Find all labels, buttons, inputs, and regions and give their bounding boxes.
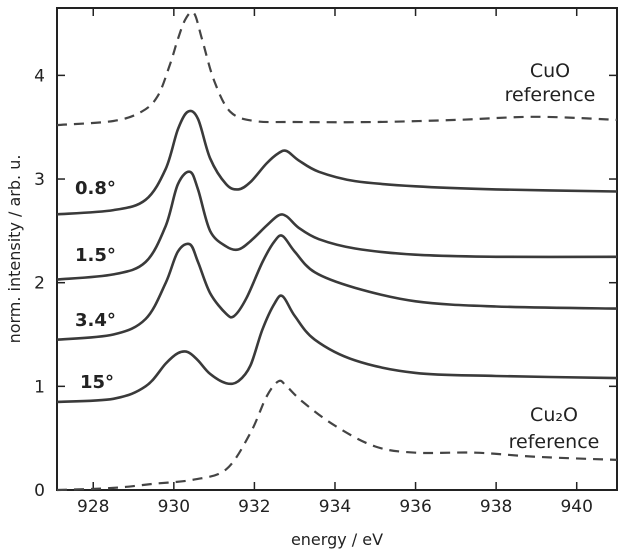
series-label: 0.8°: [75, 178, 116, 199]
y-tick-label: 1: [34, 377, 45, 397]
series-line-15: [56, 294, 618, 404]
series-line-3-4: [56, 234, 618, 341]
x-tick-label: 928: [77, 497, 109, 517]
y-tick-label: 2: [34, 274, 45, 294]
x-axis-title: energy / eV: [291, 530, 383, 549]
y-tick-label: 4: [34, 66, 45, 86]
x-tick-label: 932: [238, 497, 270, 517]
y-axis-title: norm. intensity / arb. u.: [5, 155, 24, 344]
plot-frame: [56, 7, 618, 491]
series-label: 3.4°: [75, 310, 116, 331]
series-line-cu-o-reference: [56, 379, 618, 492]
series-label: 15°: [80, 372, 114, 393]
series-label: Cu₂O reference: [509, 404, 600, 453]
series-line-0-8: [56, 109, 618, 216]
series-label: CuO reference: [505, 60, 596, 106]
y-tick-label: 3: [34, 170, 45, 190]
series-line-cuo-reference: [56, 10, 618, 127]
series-line-1-5: [56, 170, 618, 281]
series-label: 1.5°: [75, 245, 116, 266]
x-tick-label: 940: [560, 497, 592, 517]
x-tick-label: 938: [480, 497, 512, 517]
x-tick-label: 936: [399, 497, 431, 517]
x-tick-label: 930: [158, 497, 190, 517]
x-tick-label: 934: [319, 497, 351, 517]
y-tick-label: 0: [34, 481, 45, 501]
